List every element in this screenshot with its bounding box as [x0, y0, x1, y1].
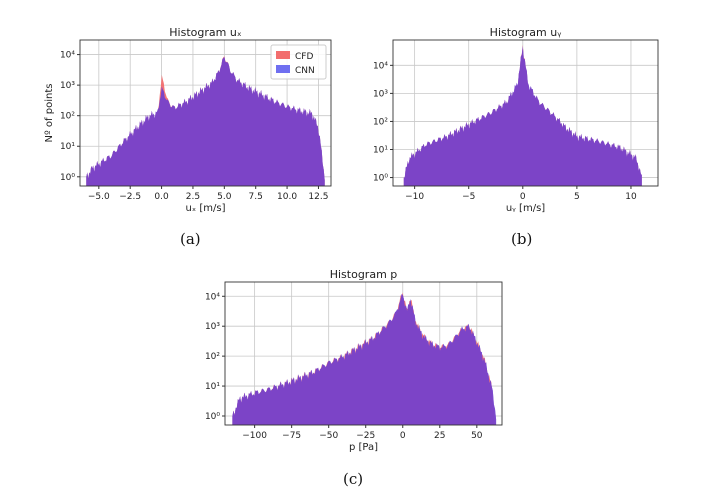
- chart-title: Histogram uᵧ: [490, 26, 562, 39]
- x-tick-label: −100: [242, 431, 267, 441]
- plot-frame: [392, 39, 659, 187]
- x-tick-label: 7.5: [249, 192, 263, 202]
- x-tick-label: −25: [356, 431, 375, 441]
- legend-swatch-cnn: [276, 65, 290, 73]
- y-tick-label: 10⁰: [60, 173, 75, 183]
- x-tick-label: 5: [574, 192, 580, 202]
- x-tick-label: 10.0: [277, 192, 297, 202]
- x-tick-label: 0: [520, 192, 526, 202]
- y-tick-label: 10²: [205, 352, 220, 362]
- plot-frame: [79, 39, 332, 187]
- x-tick-label: 0: [400, 431, 406, 441]
- x-tick-label: 10: [625, 192, 637, 202]
- caption-b: (b): [511, 230, 533, 248]
- x-tick-label: −2.5: [119, 192, 141, 202]
- y-axis-label: Nº of points: [44, 84, 55, 143]
- y-tick-label: 10¹: [205, 382, 220, 392]
- x-tick-label: 50: [471, 431, 483, 441]
- x-tick-label: 2.5: [186, 192, 200, 202]
- chart-0: −5.0 −2.5 0.0 2.5 5.0 7.5 10.0 12.5 10⁰ 10¹ 10² 10³…: [44, 26, 332, 214]
- x-axis-label: uₓ [m/s]: [185, 203, 225, 214]
- y-tick-label: 10⁰: [205, 412, 220, 422]
- y-tick-label: 10²: [373, 117, 388, 127]
- x-tick-label: 25: [434, 431, 445, 441]
- y-tick-label: 10²: [60, 112, 75, 122]
- x-tick-label: −5: [462, 192, 475, 202]
- x-tick-label: −5.0: [88, 192, 110, 202]
- y-tick-label: 10³: [205, 322, 220, 332]
- y-tick-label: 10⁴: [205, 292, 220, 302]
- chart-title: Histogram p: [330, 268, 398, 281]
- y-tick-label: 10¹: [60, 142, 75, 152]
- chart-title: Histogram uₓ: [169, 26, 242, 39]
- x-tick-label: −10: [405, 192, 424, 202]
- series-overlap-area: [232, 294, 497, 425]
- y-tick-label: 10¹: [373, 146, 388, 156]
- legend-swatch-cfd: [276, 51, 290, 59]
- x-tick-label: 5.0: [217, 192, 232, 202]
- chart-1: −10 −5 0 5 10 10⁰ 10¹ 10² 10³ 10⁴ Histogram uᵧ uᵧ […: [373, 26, 659, 214]
- caption-a: (a): [180, 230, 201, 248]
- x-tick-label: 12.5: [308, 192, 328, 202]
- x-tick-label: −50: [319, 431, 338, 441]
- x-axis-label: p [Pa]: [349, 442, 378, 453]
- x-tick-label: 0.0: [154, 192, 169, 202]
- x-tick-label: −75: [282, 431, 301, 441]
- chart-2: −100 −75 −50 −25 0 25 50 10⁰ 10¹ 10² 10³ 10⁴ Histogr…: [205, 268, 503, 453]
- y-tick-label: 10³: [60, 81, 75, 91]
- legend-label-cfd: CFD: [295, 52, 313, 62]
- series-overlap-area: [86, 57, 325, 186]
- series-overlap-area: [403, 46, 642, 186]
- legend-label-cnn: CNN: [295, 66, 315, 76]
- y-tick-label: 10⁴: [60, 51, 75, 61]
- y-tick-label: 10⁰: [373, 174, 388, 184]
- x-axis-label: uᵧ [m/s]: [506, 203, 545, 214]
- plot-frame: [224, 281, 503, 426]
- y-tick-label: 10³: [373, 89, 388, 99]
- y-tick-label: 10⁴: [373, 61, 388, 71]
- caption-c: (c): [343, 470, 364, 488]
